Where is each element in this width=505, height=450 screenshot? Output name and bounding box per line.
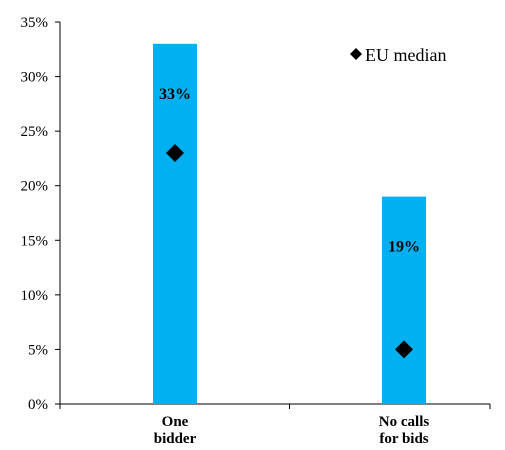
y-tick-label: 15% xyxy=(21,233,49,249)
legend-diamond-icon xyxy=(350,48,362,60)
y-tick-label: 35% xyxy=(21,15,49,31)
axes: 0% 5% 10% 15% 20% 25% 30% 35% One bidder No calls f… xyxy=(21,15,491,447)
data-labels: 33% 19% xyxy=(159,86,420,256)
bar xyxy=(382,196,426,404)
legend-label: EU median xyxy=(365,45,446,65)
bar xyxy=(153,43,197,404)
y-tick-label: 20% xyxy=(21,179,49,195)
y-tick-label: 30% xyxy=(21,70,49,86)
x-category-label: One bidder xyxy=(154,414,197,447)
median-markers xyxy=(166,143,413,359)
y-tick-label: 10% xyxy=(21,288,49,304)
eu-median-marker xyxy=(166,143,184,162)
bars xyxy=(153,43,426,404)
x-category-label: No calls for bids xyxy=(379,414,430,447)
legend: EU median xyxy=(350,45,446,65)
y-tick-label: 5% xyxy=(28,342,48,358)
eu-median-marker xyxy=(395,340,413,359)
bar-data-label: 19% xyxy=(388,239,420,256)
y-tick-label: 25% xyxy=(21,124,49,140)
y-tick-label: 0% xyxy=(28,397,48,413)
bar-data-label: 33% xyxy=(159,86,191,103)
